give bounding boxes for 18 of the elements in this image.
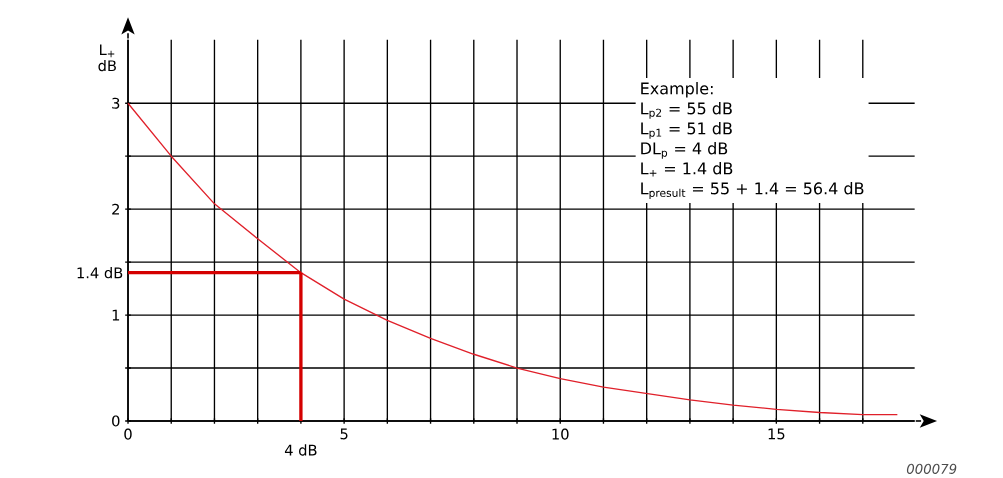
annotation: L$_{+}$ = 1.4 dB <box>641 162 733 177</box>
y-tick-label: 0 <box>112 415 120 427</box>
annotation: L$_{presult}$ = 55 + 1.4 = 56.4 dB <box>641 182 864 200</box>
ref-line-label: 1.4 dB <box>77 267 123 279</box>
annotation: L$_{p1}$ = 51 dB <box>641 122 732 139</box>
y-tick-label: 1 <box>112 309 120 321</box>
text: 000079 <box>906 463 957 474</box>
y-tick-label: 3 <box>112 97 120 109</box>
y-tick-label: 2 <box>112 203 119 215</box>
annotation: Example: <box>641 82 713 98</box>
annotation: L$_{p2}$ = 55 dB <box>641 102 732 119</box>
ref-line-label: 4 dB <box>284 444 317 456</box>
x-tick-label: 0 <box>124 428 132 440</box>
x-tick-label: 15 <box>768 428 785 440</box>
annotation: DL$_{p}$ = 4 dB <box>641 142 728 159</box>
y-axis-title: L$_{+}$ dB <box>98 44 116 72</box>
x-tick-label: 5 <box>340 428 348 440</box>
x-tick-label: 10 <box>552 428 569 440</box>
